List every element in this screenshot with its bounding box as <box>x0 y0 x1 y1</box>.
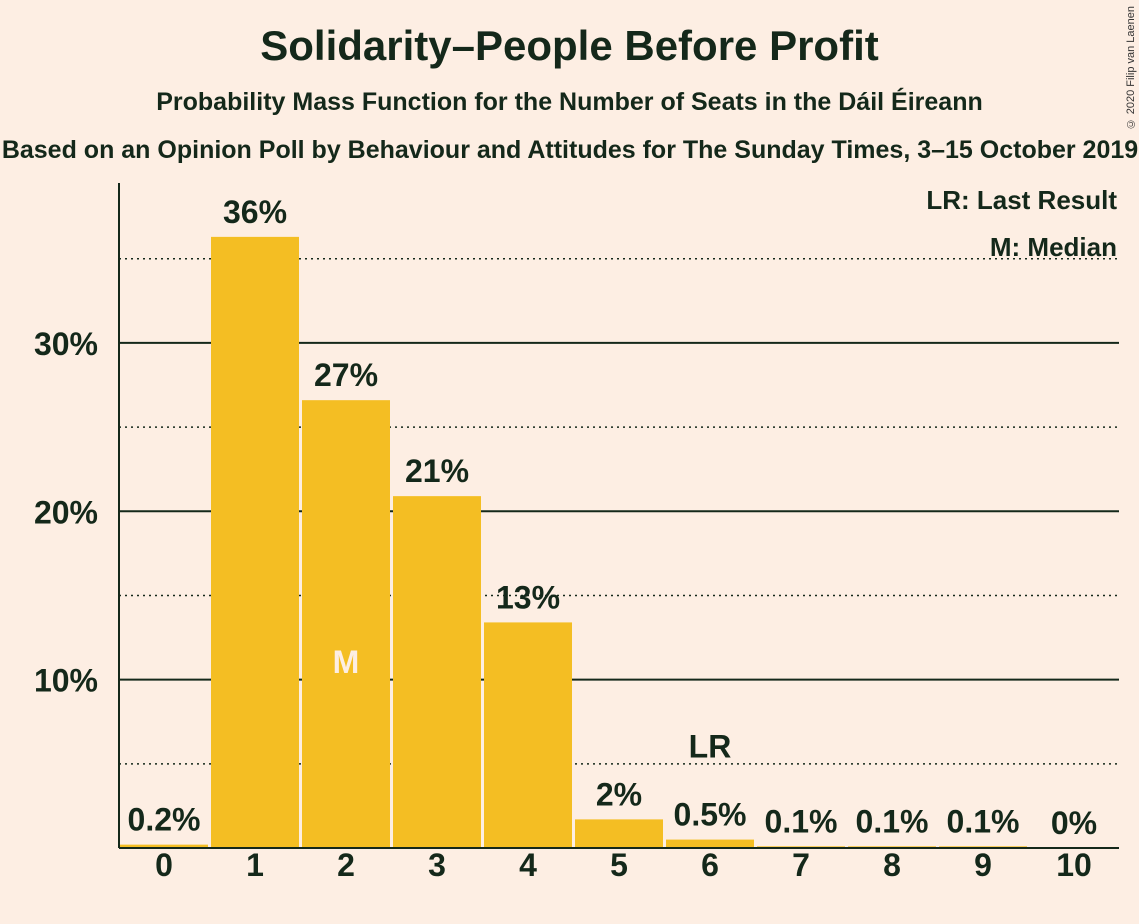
x-tick-label: 9 <box>974 847 992 883</box>
bar <box>393 496 481 848</box>
x-tick-label: 4 <box>519 847 537 883</box>
x-tick-label: 2 <box>337 847 355 883</box>
bar-value-label: 0.5% <box>674 797 747 833</box>
bar-value-label: 0.1% <box>765 803 838 839</box>
bar-value-label: 0% <box>1051 805 1097 841</box>
legend-entry: M: Median <box>990 232 1117 262</box>
bar-value-label: 27% <box>314 357 378 393</box>
x-tick-label: 10 <box>1056 847 1092 883</box>
x-tick-label: 5 <box>610 847 628 883</box>
y-tick-label: 20% <box>34 494 98 530</box>
bar-value-label: 36% <box>223 194 287 230</box>
chart-subtitle: Probability Mass Function for the Number… <box>156 88 983 116</box>
bar <box>666 839 754 848</box>
bar-value-label: 13% <box>496 579 560 615</box>
x-tick-label: 3 <box>428 847 446 883</box>
x-tick-label: 7 <box>792 847 810 883</box>
last-result-marker: LR <box>689 729 732 765</box>
bar-value-label: 21% <box>405 453 469 489</box>
bar <box>302 400 390 848</box>
legend-entry: LR: Last Result <box>926 185 1117 215</box>
y-tick-label: 30% <box>34 326 98 362</box>
chart-source-line: Based on an Opinion Poll by Behaviour an… <box>1 136 1139 164</box>
y-tick-label: 10% <box>34 663 98 699</box>
bar <box>484 622 572 848</box>
bar <box>120 844 208 848</box>
x-tick-label: 6 <box>701 847 719 883</box>
bar <box>575 819 663 848</box>
bar-value-label: 0.2% <box>128 802 201 838</box>
x-tick-label: 8 <box>883 847 901 883</box>
bar-value-label: 2% <box>596 776 642 812</box>
median-marker: M <box>333 644 360 680</box>
chart-title: Solidarity–People Before Profit <box>260 22 879 69</box>
x-tick-label: 0 <box>155 847 173 883</box>
bar-value-label: 0.1% <box>856 803 929 839</box>
bar-value-label: 0.1% <box>947 803 1020 839</box>
x-tick-label: 1 <box>246 847 264 883</box>
bar <box>211 236 299 848</box>
